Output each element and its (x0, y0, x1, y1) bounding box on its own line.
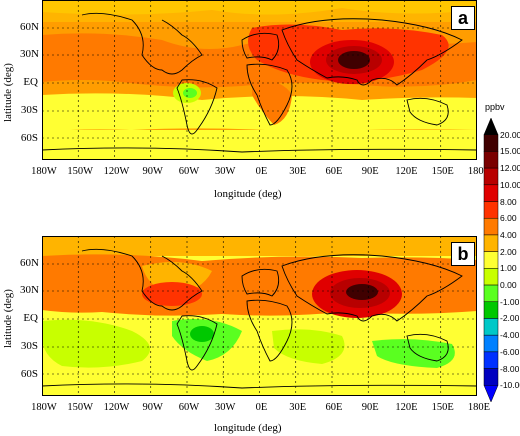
colorbar-segment (483, 251, 499, 269)
xtick-label: 120W (103, 166, 130, 177)
colorbar-segment (483, 301, 499, 319)
colorbar-segment (483, 284, 499, 303)
xtick-label: 180E (467, 166, 491, 177)
colorbar-segment (483, 117, 499, 135)
xtick-label: 180E (467, 402, 491, 413)
colorbar-segment (483, 385, 499, 403)
xtick-label: 180W (31, 166, 57, 177)
ytick-a-60N: 60N (20, 21, 39, 33)
xtick-label: 60E (325, 402, 343, 413)
colorbar-level-label: 6.00 (500, 213, 517, 224)
xtick-label: 90W (142, 166, 163, 177)
panel-label-a: a (451, 6, 475, 30)
xtick-label: 0E (255, 166, 268, 177)
ytick-b-60S: 60S (20, 368, 38, 380)
colorbar-level-label: -10.00 (500, 380, 520, 391)
ytick-b-30N: 30N (20, 284, 39, 296)
colorbar-level-label: 2.00 (500, 246, 517, 257)
colorbar-segment (483, 201, 499, 219)
map-b-svg (42, 236, 477, 396)
xtick-label: 60W (178, 402, 200, 413)
xtick-label: 90E (361, 166, 379, 177)
map-a-svg (42, 0, 477, 160)
colorbar-level-label: 12.00 (500, 163, 520, 174)
xtick-label: 60E (325, 166, 343, 177)
colorbar-level-label: 10.00 (500, 179, 520, 190)
x-axis-title-b: longitude (deg) (214, 422, 282, 434)
colorbar-level-label: 1.00 (500, 263, 517, 274)
colorbar-level-label: -2.00 (500, 313, 520, 324)
colorbar-segment (483, 134, 499, 152)
colorbar-level-label: 15.00 (500, 146, 520, 157)
colorbar-segment (483, 167, 499, 186)
map-panel-b (42, 236, 477, 396)
ytick-b-60N: 60N (20, 257, 39, 269)
colorbar-segment (483, 368, 499, 386)
colorbar-level-label: -6.00 (500, 346, 520, 357)
xtick-label: 30W (215, 402, 236, 413)
xtick-label: 150E (431, 166, 454, 177)
colorbar-segment (483, 234, 499, 252)
colorbar-segment (483, 217, 499, 236)
xtick-label: 30W (215, 166, 236, 177)
colorbar-segment (483, 334, 499, 353)
colorbar-segment (483, 318, 499, 336)
xtick-label: 120W (103, 402, 130, 413)
xtick-label: 120E (395, 402, 418, 413)
xtick-label: 90W (142, 402, 163, 413)
colorbar-level-label: 0.00 (500, 280, 517, 291)
ytick-a-30N: 30N (20, 48, 39, 60)
colorbar-level-label: -8.00 (500, 363, 520, 374)
colorbar-segment (483, 351, 499, 369)
colorbar-segment (483, 268, 499, 286)
x-axis-title-a: longitude (deg) (214, 188, 282, 200)
colorbar-segment (483, 184, 499, 202)
xtick-label: 150W (67, 402, 94, 413)
ytick-b-EQ: EQ (23, 312, 38, 324)
ytick-a-EQ: EQ (23, 76, 38, 88)
colorbar-segment (483, 151, 499, 169)
xtick-label: 0E (255, 402, 268, 413)
xtick-label: 30E (289, 166, 307, 177)
colorbar-level-label: 4.00 (500, 229, 517, 240)
colorbar (483, 117, 499, 403)
xtick-label: 120E (395, 166, 418, 177)
colorbar-level-label: 8.00 (500, 196, 517, 207)
xtick-label: 180W (31, 402, 57, 413)
xtick-label: 150W (67, 166, 94, 177)
colorbar-level-label: -1.00 (500, 296, 520, 307)
colorbar-unit: ppbv (485, 102, 505, 112)
colorbar-level-label: -4.00 (500, 330, 520, 341)
ytick-a-60S: 60S (20, 132, 38, 144)
y-axis-title-b: latitude (deg) (2, 289, 14, 348)
ytick-b-30S: 30S (20, 340, 38, 352)
colorbar-level-label: 20.00 (500, 129, 520, 140)
panel-label-b: b (451, 242, 475, 266)
xtick-label: 150E (431, 402, 454, 413)
xtick-label: 60W (178, 166, 200, 177)
xtick-label: 30E (289, 402, 307, 413)
map-panel-a (42, 0, 477, 160)
y-axis-title-a: latitude (deg) (2, 63, 14, 122)
ytick-a-30S: 30S (20, 104, 38, 116)
xtick-label: 90E (361, 402, 379, 413)
